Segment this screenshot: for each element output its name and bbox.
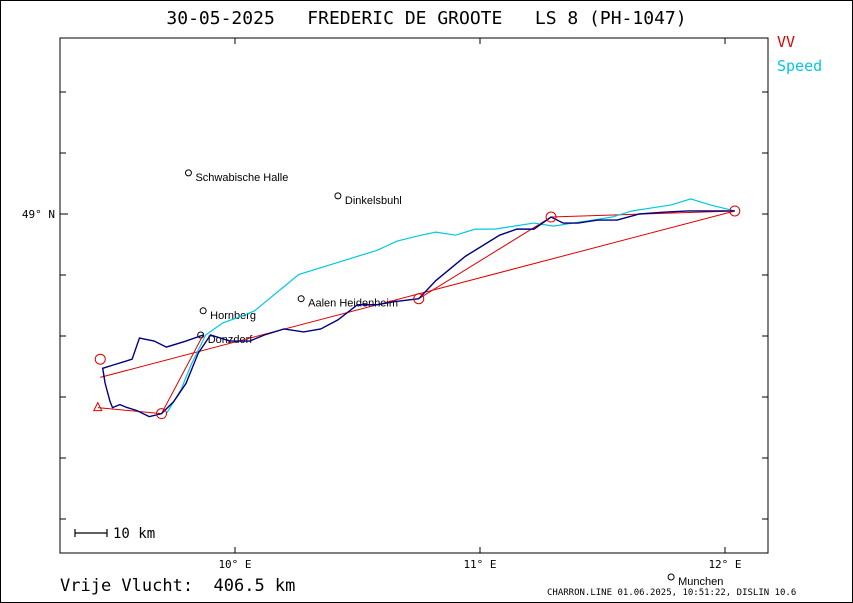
city-marker xyxy=(334,192,342,200)
page-title: 30-05-2025 FREDERIC DE GROOTE LS 8 (PH-1… xyxy=(166,8,687,29)
y-tick-label: 49° N xyxy=(22,208,55,221)
scale-bar: 10 km xyxy=(74,526,155,542)
turnpoint-circle xyxy=(729,205,741,217)
city-label: Munchen xyxy=(678,576,723,588)
city-label: Schwabische Halle xyxy=(195,172,288,184)
city-label: Dinkelsbuhl xyxy=(345,195,402,207)
turnpoint-markers xyxy=(94,205,741,420)
vv-triangle xyxy=(92,210,735,415)
legend-vv: VV xyxy=(777,33,796,51)
x-tick-label: 11° E xyxy=(463,558,496,571)
track-polyline xyxy=(101,210,735,418)
x-tick-label: 12° E xyxy=(708,558,741,571)
distance-label: Vrije Vlucht: 406.5 km xyxy=(60,576,296,596)
axis-ticks: 10° E 11° E 12° E 49° N xyxy=(22,38,768,571)
city-marker xyxy=(197,331,205,339)
city-marker xyxy=(199,307,207,315)
speed-polyline xyxy=(165,198,735,414)
city-marker xyxy=(297,295,305,303)
start-triangle xyxy=(92,401,103,412)
turnpoint-circle xyxy=(413,293,425,305)
city-label: Hornberg xyxy=(210,310,256,322)
credit-text: CHARRON.LINE 01.06.2025, 10:51:22, DISLI… xyxy=(547,588,797,598)
scale-bar-label: 10 km xyxy=(113,526,155,542)
city-marker xyxy=(667,573,675,581)
map-border xyxy=(59,37,769,554)
turnpoint-circle xyxy=(94,353,106,365)
vv-leg xyxy=(97,407,162,415)
legend-speed: Speed xyxy=(777,57,823,75)
flight-track xyxy=(101,210,735,418)
x-tick-label: 10° E xyxy=(218,558,251,571)
speed-line xyxy=(165,198,735,414)
city-label: Aalen Heidenheim xyxy=(308,298,398,310)
city-marker xyxy=(184,169,192,177)
vv-leg xyxy=(418,216,552,300)
turnpoint-circle xyxy=(156,408,167,420)
vv-leg xyxy=(161,334,204,414)
turnpoint-circle xyxy=(545,211,557,223)
